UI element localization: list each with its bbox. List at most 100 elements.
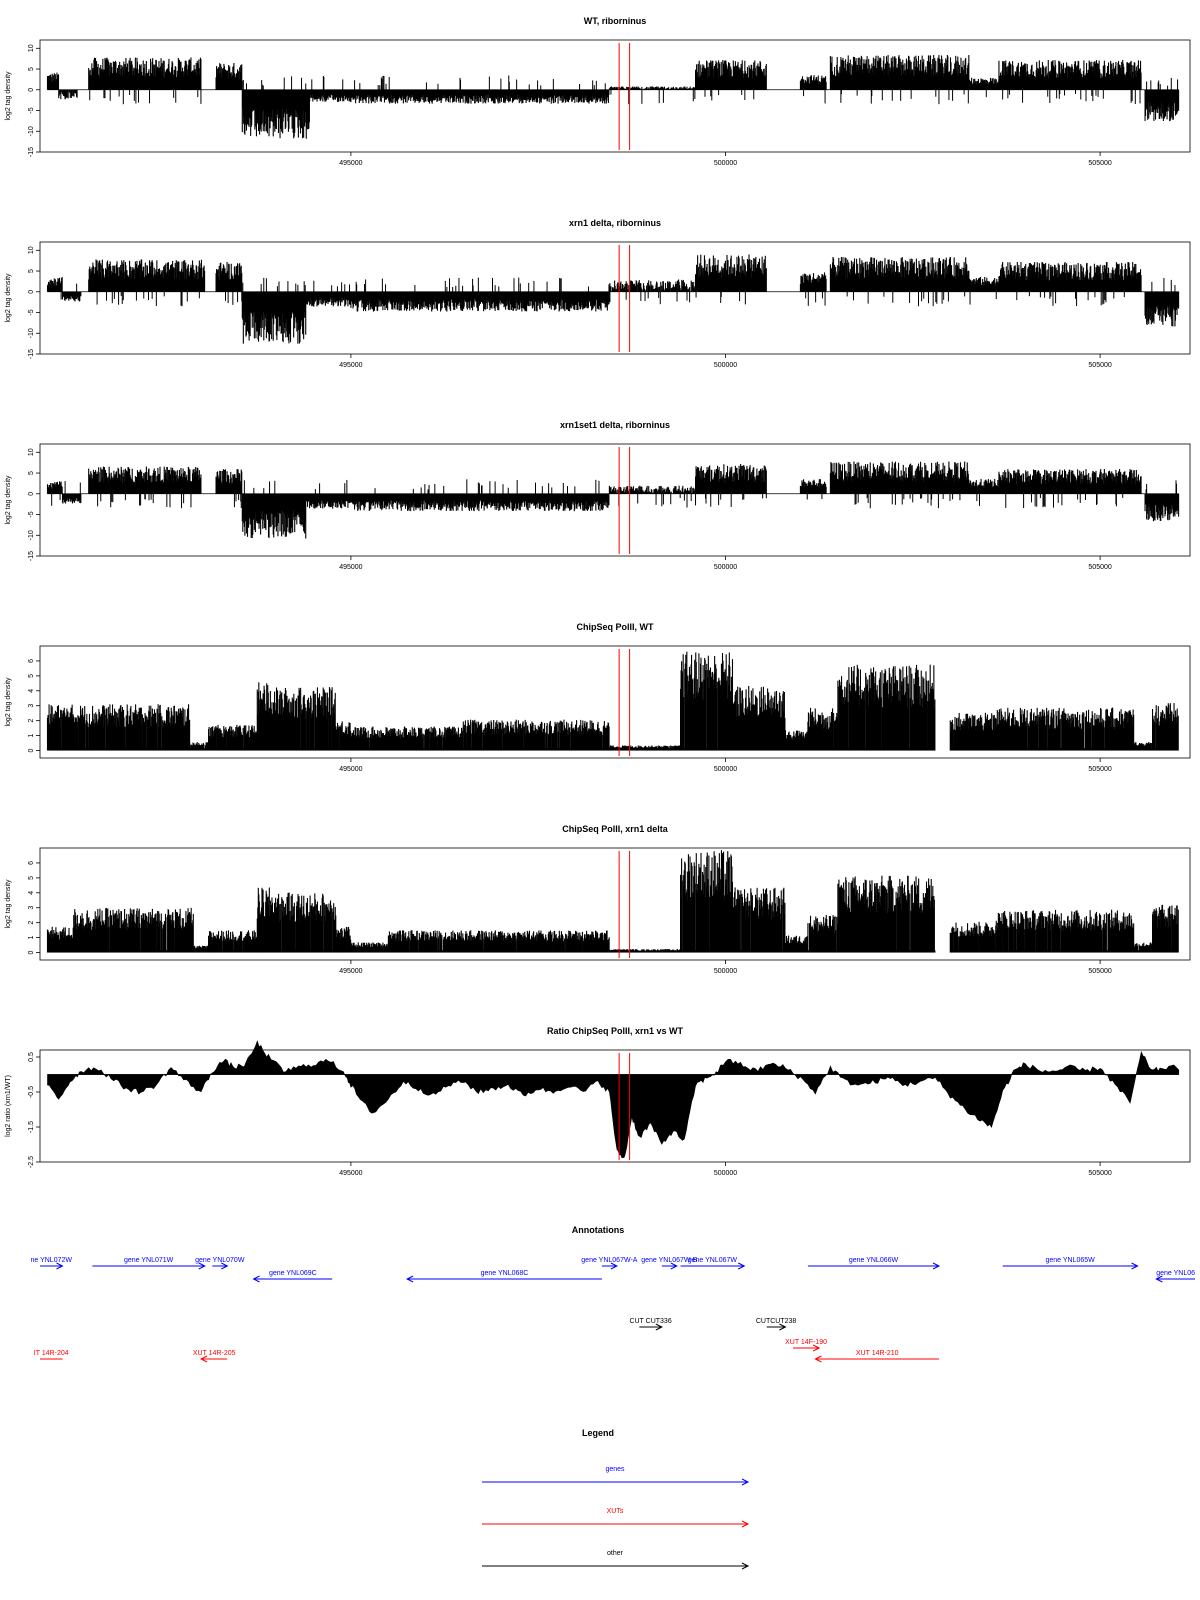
y-tick-label: 4 bbox=[28, 891, 35, 895]
panel-title: xrn1set1 delta, riborninus bbox=[560, 420, 670, 430]
bar-segment bbox=[968, 77, 1000, 98]
bar-segment bbox=[732, 685, 786, 751]
x-tick-label: 505000 bbox=[1088, 160, 1111, 167]
y-tick-label: 0 bbox=[28, 492, 35, 496]
y-axis-label: log2 tag density bbox=[5, 273, 12, 323]
bar-segment bbox=[807, 914, 839, 953]
x-tick-label: 495000 bbox=[339, 1170, 362, 1177]
x-tick-label: 495000 bbox=[339, 968, 362, 975]
x-tick-label: 500000 bbox=[714, 766, 737, 773]
annotation-label: gene YNL068C bbox=[481, 1270, 529, 1277]
annotation-label: XUT 14R-205 bbox=[193, 1350, 236, 1357]
x-tick-label: 500000 bbox=[714, 1170, 737, 1177]
bar-segment bbox=[275, 892, 337, 953]
y-tick-label: -15 bbox=[28, 551, 35, 561]
bar-segment bbox=[241, 76, 310, 139]
y-tick-label: 2 bbox=[28, 719, 35, 723]
bar-segment bbox=[46, 481, 63, 506]
annotation-gene: ne YNL072W bbox=[30, 1257, 72, 1270]
y-tick-label: 6 bbox=[28, 659, 35, 663]
y-tick-label: 0 bbox=[28, 748, 35, 752]
y-tick-label: 5 bbox=[28, 67, 35, 71]
annotation-label: IT 14R-204 bbox=[34, 1350, 69, 1357]
annotation-label: ne YNL072W bbox=[30, 1257, 72, 1264]
bar-segment bbox=[968, 478, 1000, 506]
bar-segment bbox=[215, 261, 243, 305]
y-tick-label: 0 bbox=[28, 290, 35, 294]
panel-title: ChipSeq PolII, WT bbox=[577, 622, 654, 632]
arrow-right-icon bbox=[741, 1520, 750, 1528]
y-tick-label: -0.5 bbox=[28, 1086, 35, 1098]
bar-segment bbox=[994, 707, 1135, 751]
y-tick-label: 10 bbox=[28, 44, 35, 52]
y-tick-label: 6 bbox=[28, 861, 35, 865]
bar-segment bbox=[837, 664, 936, 751]
y-tick-label: 5 bbox=[28, 471, 35, 475]
arrow-right-icon bbox=[655, 1323, 663, 1331]
annotation-label: gene YNL067W-B bbox=[641, 1257, 697, 1264]
bar-segment bbox=[1133, 742, 1153, 751]
y-axis-label: log2 tag density bbox=[5, 71, 12, 121]
bar-segment bbox=[350, 942, 389, 953]
annotation-gene: gene YNL06 bbox=[1155, 1270, 1195, 1283]
legend-item-other: other bbox=[482, 1550, 750, 1570]
y-tick-label: 10 bbox=[28, 448, 35, 456]
panel-0: WT, riborninus log2 tag density -15 -10 -5 0 5… bbox=[5, 16, 1191, 167]
plot-frame bbox=[39, 1049, 1191, 1163]
plot-frame bbox=[39, 241, 1191, 355]
arrow-right-icon bbox=[56, 1262, 64, 1270]
x-tick-label: 505000 bbox=[1088, 1170, 1111, 1177]
bar-segment bbox=[732, 887, 786, 953]
x-tick-label: 500000 bbox=[714, 160, 737, 167]
bar-segment bbox=[784, 730, 809, 751]
arrow-right-icon bbox=[670, 1262, 678, 1270]
bar-segment bbox=[799, 75, 827, 104]
arrow-right-icon bbox=[779, 1323, 787, 1331]
plot-frame bbox=[39, 443, 1191, 557]
y-tick-label: -15 bbox=[28, 349, 35, 359]
arrow-left-icon bbox=[405, 1275, 414, 1283]
arrow-left-icon bbox=[199, 1355, 208, 1363]
bar-segment bbox=[305, 479, 352, 509]
y-tick-label: -5 bbox=[28, 309, 35, 315]
plot-frame bbox=[39, 645, 1191, 759]
bar-segment bbox=[829, 256, 970, 307]
annotation-label: gene YNL071W bbox=[124, 1257, 174, 1264]
annotation-label: gene YNL06 bbox=[1156, 1270, 1195, 1277]
panel-2: xrn1set1 delta, riborninus log2 tag densi… bbox=[5, 420, 1191, 571]
bar-segment bbox=[1144, 480, 1180, 522]
panel-5: Ratio ChipSeq PolII, xrn1 vs WT log2 rati… bbox=[5, 1026, 1191, 1177]
bar-segment bbox=[350, 277, 610, 312]
arrow-left-icon bbox=[1155, 1275, 1163, 1283]
bar-segment bbox=[88, 259, 206, 307]
annotation-xut: IT 14R-204 bbox=[34, 1350, 69, 1360]
bar-segment bbox=[88, 466, 202, 509]
bar-segment bbox=[88, 57, 202, 105]
legend-label: XUTs bbox=[607, 1508, 624, 1515]
y-tick-label: -10 bbox=[28, 328, 35, 338]
bar-segment bbox=[694, 254, 767, 305]
y-tick-label: -10 bbox=[28, 126, 35, 136]
x-tick-label: 500000 bbox=[714, 564, 737, 571]
x-tick-label: 495000 bbox=[339, 160, 362, 167]
annotation-label: gene YNL066W bbox=[849, 1257, 899, 1264]
y-tick-label: -2.5 bbox=[28, 1156, 35, 1168]
panel-title: ChipSeq PolII, xrn1 delta bbox=[562, 824, 669, 834]
bar-segment bbox=[608, 949, 681, 953]
annotation-label: XUT 14F-190 bbox=[785, 1339, 827, 1346]
y-axis-label: log2 tag density bbox=[5, 677, 12, 727]
bar-segment bbox=[837, 875, 936, 953]
y-tick-label: -15 bbox=[28, 147, 35, 157]
bar-segment bbox=[1144, 278, 1180, 327]
arrow-right-icon bbox=[610, 1262, 618, 1270]
annotation-gene: gene YNL067W-B bbox=[641, 1257, 698, 1270]
bar-segment bbox=[998, 59, 1142, 105]
bar-segment bbox=[829, 54, 970, 105]
legend-label: other bbox=[607, 1550, 624, 1557]
bar-segment bbox=[998, 469, 1142, 509]
y-tick-label: 0 bbox=[28, 950, 35, 954]
x-tick-label: 500000 bbox=[714, 968, 737, 975]
x-tick-label: 505000 bbox=[1088, 766, 1111, 773]
arrow-right-icon bbox=[932, 1262, 941, 1270]
bar-segment bbox=[335, 926, 352, 953]
